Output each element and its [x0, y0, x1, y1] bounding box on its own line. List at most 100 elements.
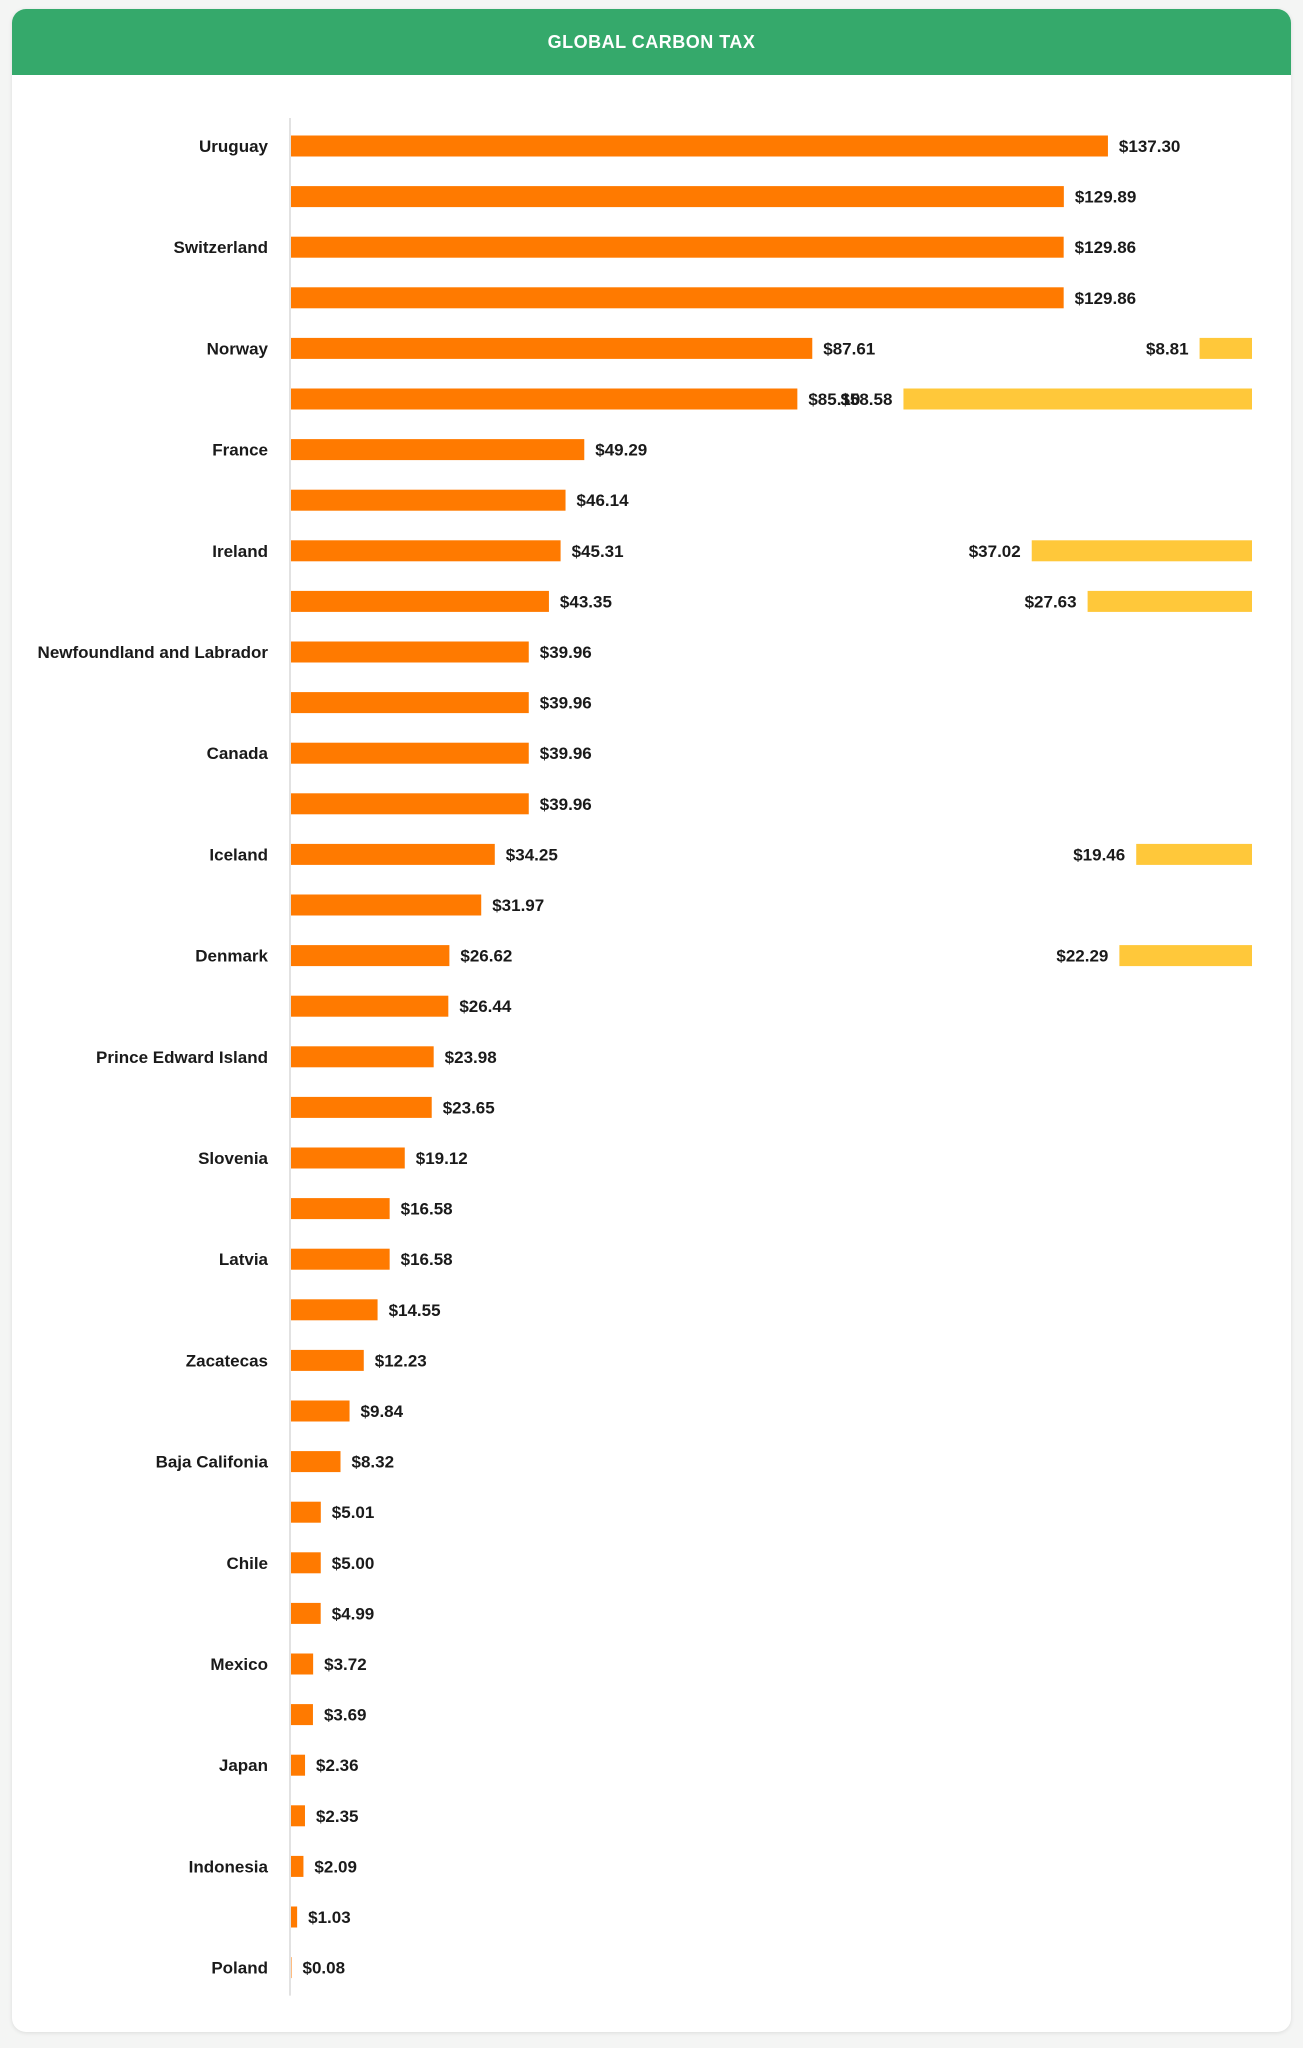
bar-value-label: $26.44: [459, 997, 512, 1016]
bar-primary: [291, 540, 561, 562]
category-label: Iceland: [209, 845, 268, 864]
bar-primary: [291, 1299, 378, 1321]
bar-chart: Uruguay $137.30 $129.89 Switzerland $129.86 $…: [38, 118, 1252, 1996]
bar-value-label: $39.96: [540, 694, 592, 713]
category-label: Latvia: [219, 1250, 269, 1269]
bar-primary: [291, 1147, 405, 1169]
bar-value-label: $34.25: [506, 845, 558, 864]
bar-value-label: $43.35: [560, 592, 612, 611]
bar-value-label: $23.65: [443, 1098, 495, 1117]
category-label: Prince Edward Island: [96, 1048, 268, 1067]
bar-value-label: $2.35: [316, 1807, 359, 1826]
chart-title: GLOBAL CARBON TAX: [547, 31, 756, 52]
bar-secondary-value-label: $37.02: [969, 542, 1021, 561]
bar-value-label: $39.96: [540, 795, 592, 814]
bar-primary: [291, 1349, 364, 1371]
bar-value-label: $39.96: [540, 643, 592, 662]
bar-primary: [291, 1805, 305, 1827]
bar-value-label: $31.97: [492, 896, 544, 915]
bar-primary: [291, 135, 1108, 157]
bar-value-label: $26.62: [460, 947, 512, 966]
category-label: Slovenia: [198, 1149, 268, 1168]
bar-value-label: $2.36: [316, 1756, 359, 1775]
bar-value-label: $49.29: [595, 441, 647, 460]
bar-value-label: $5.00: [332, 1554, 375, 1573]
bar-primary: [291, 1957, 292, 1979]
bar-value-label: $9.84: [361, 1402, 404, 1421]
category-label: Chile: [226, 1554, 268, 1573]
bar-primary: [291, 1501, 321, 1523]
bar-primary: [291, 1855, 304, 1877]
category-label: Newfoundland and Labrador: [38, 643, 269, 662]
bar-primary: [291, 590, 549, 612]
bar-primary: [291, 388, 798, 410]
bar-value-label: $129.86: [1075, 238, 1136, 257]
bar-primary: [291, 489, 566, 511]
bar-value-label: $1.03: [308, 1908, 351, 1927]
bar-primary: [291, 186, 1064, 208]
category-label: Zacatecas: [186, 1351, 268, 1370]
bar-value-label: $129.86: [1075, 289, 1136, 308]
bar-primary: [291, 995, 449, 1017]
category-label: Japan: [219, 1756, 268, 1775]
bar-secondary: [1136, 843, 1252, 865]
bar-value-label: $3.69: [324, 1706, 367, 1725]
bar-value-label: $2.09: [314, 1857, 357, 1876]
bar-value-label: $5.01: [332, 1503, 375, 1522]
bar-primary: [291, 692, 529, 714]
bar-primary: [291, 236, 1064, 258]
bar-secondary: [1199, 337, 1252, 359]
bar-primary: [291, 1451, 341, 1473]
bar-primary: [291, 945, 450, 967]
category-label: Mexico: [210, 1655, 268, 1674]
bar-secondary: [1031, 540, 1252, 562]
bar-primary: [291, 641, 529, 663]
bar-secondary-value-label: $8.81: [1146, 339, 1189, 358]
bar-secondary-value-label: $22.29: [1056, 947, 1108, 966]
bar-value-label: $137.30: [1119, 137, 1180, 156]
bar-primary: [291, 1400, 350, 1422]
chart-header: GLOBAL CARBON TAX: [12, 9, 1291, 75]
bar-secondary-value-label: $27.63: [1025, 592, 1077, 611]
bar-primary: [291, 1046, 434, 1068]
bar-value-label: $87.61: [823, 339, 875, 358]
category-label: Baja Califonia: [156, 1453, 269, 1472]
bar-value-label: $8.32: [352, 1453, 395, 1472]
bar-value-label: $46.14: [577, 491, 630, 510]
bar-primary: [291, 1096, 432, 1118]
bar-primary: [291, 287, 1064, 309]
bar-primary: [291, 1754, 306, 1776]
bar-primary: [291, 439, 585, 461]
bar-secondary-value-label: $58.58: [840, 390, 892, 409]
bar-value-label: $45.31: [572, 542, 624, 561]
category-label: Switzerland: [174, 238, 268, 257]
bar-primary: [291, 337, 813, 359]
bar-primary: [291, 1602, 321, 1624]
category-label: Uruguay: [199, 137, 269, 156]
bar-value-label: $3.72: [324, 1655, 367, 1674]
bar-value-label: $129.89: [1075, 188, 1136, 207]
bar-secondary: [903, 388, 1252, 410]
bar-value-label: $16.58: [401, 1250, 453, 1269]
bar-primary: [291, 894, 482, 916]
bar-primary: [291, 1653, 314, 1675]
bar-primary: [291, 1552, 321, 1574]
bar-value-label: $12.23: [375, 1351, 427, 1370]
bar-primary: [291, 742, 529, 764]
bar-primary: [291, 1198, 390, 1220]
bar-value-label: $16.58: [401, 1200, 453, 1219]
category-label: Canada: [207, 744, 269, 763]
bar-secondary: [1119, 945, 1252, 967]
bar-primary: [291, 793, 529, 815]
bar-value-label: $0.08: [303, 1959, 346, 1978]
bar-value-label: $19.12: [416, 1149, 468, 1168]
bar-primary: [291, 1906, 298, 1928]
category-label: Norway: [207, 339, 269, 358]
bar-value-label: $39.96: [540, 744, 592, 763]
bar-value-label: $4.99: [332, 1604, 375, 1623]
bar-value-label: $14.55: [389, 1301, 441, 1320]
bar-primary: [291, 1248, 390, 1270]
category-label: Ireland: [212, 542, 268, 561]
category-label: Indonesia: [189, 1857, 269, 1876]
chart-card: GLOBAL CARBON TAX Uruguay $137.30 $129.89 S…: [12, 9, 1291, 2032]
